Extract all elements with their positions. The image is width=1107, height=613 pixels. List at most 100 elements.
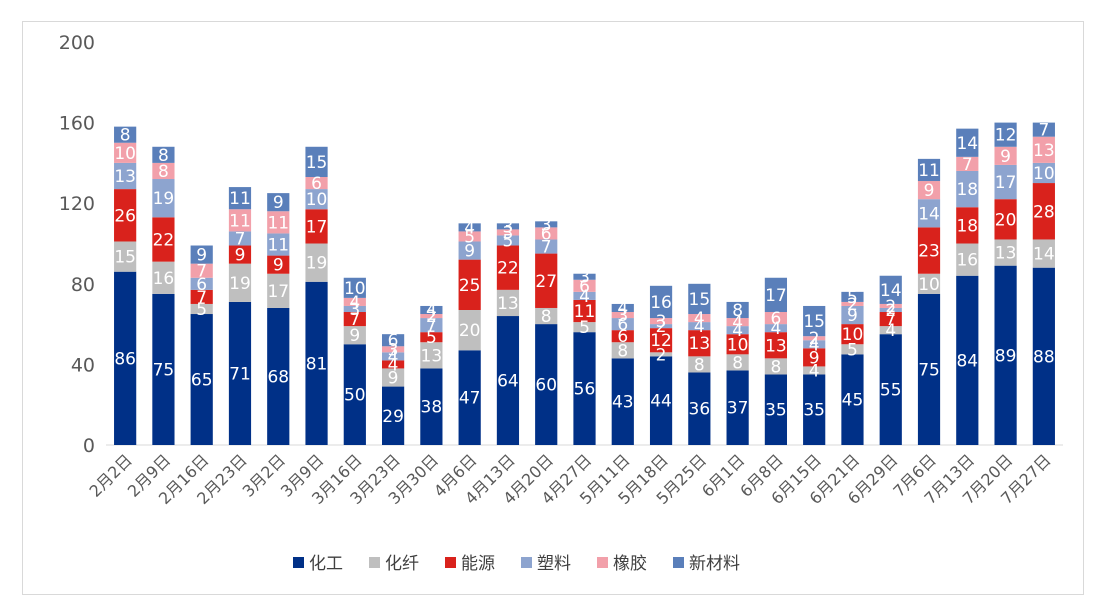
data-label: 9 bbox=[1000, 147, 1011, 167]
data-label: 7 bbox=[885, 310, 896, 330]
data-label: 60 bbox=[535, 376, 557, 396]
bar-segment bbox=[956, 207, 979, 244]
data-label: 2 bbox=[885, 301, 896, 321]
data-label: 44 bbox=[650, 392, 672, 412]
y-tick-label: 80 bbox=[71, 274, 95, 296]
bar-segment bbox=[190, 289, 213, 304]
data-label: 9 bbox=[273, 256, 284, 276]
bar-segment bbox=[649, 328, 673, 353]
bar-segment bbox=[1032, 267, 1055, 445]
data-label: 9 bbox=[388, 368, 399, 388]
bar-segment bbox=[917, 273, 941, 294]
data-label: 81 bbox=[306, 354, 328, 374]
bar-segment bbox=[114, 271, 137, 445]
data-label: 11 bbox=[918, 161, 940, 181]
data-label: 29 bbox=[382, 407, 404, 427]
data-label: 3 bbox=[579, 268, 590, 288]
data-label: 11 bbox=[229, 189, 251, 209]
bar-segment bbox=[726, 354, 749, 371]
data-label: 50 bbox=[344, 386, 366, 406]
data-label: 2 bbox=[426, 307, 437, 327]
bar-segment bbox=[496, 223, 520, 230]
data-label: 19 bbox=[153, 189, 175, 209]
legend-label: 橡胶 bbox=[613, 554, 647, 574]
bar-segment bbox=[267, 233, 290, 256]
bar-segment bbox=[114, 162, 137, 190]
bar-segment bbox=[764, 358, 788, 375]
data-label: 17 bbox=[765, 286, 787, 306]
bar-segment bbox=[764, 324, 788, 333]
data-label: 37 bbox=[727, 399, 749, 419]
bar-segment bbox=[496, 245, 520, 290]
bar-segment bbox=[305, 243, 328, 282]
data-label: 4 bbox=[694, 317, 705, 337]
bar-segment bbox=[496, 235, 520, 246]
data-label: 13 bbox=[421, 346, 443, 366]
bar-segment bbox=[496, 316, 520, 445]
data-label: 18 bbox=[956, 216, 978, 236]
bar-segment bbox=[535, 227, 558, 240]
bar-segment bbox=[190, 314, 213, 445]
data-label: 4 bbox=[388, 355, 399, 375]
legend-swatch bbox=[673, 557, 684, 568]
data-label: 5 bbox=[196, 300, 207, 320]
data-label: 6 bbox=[770, 309, 781, 329]
bar-segment bbox=[994, 239, 1017, 266]
bar-segment bbox=[535, 253, 558, 308]
bar-segment bbox=[152, 261, 175, 294]
data-label: 45 bbox=[842, 391, 864, 411]
data-label: 22 bbox=[497, 259, 519, 279]
bar-segment bbox=[649, 318, 673, 325]
data-label: 6 bbox=[196, 275, 207, 295]
data-label: 8 bbox=[158, 146, 169, 166]
data-label: 3 bbox=[541, 215, 552, 235]
data-label: 17 bbox=[267, 282, 289, 302]
bar-segment bbox=[305, 209, 328, 244]
bar-segment bbox=[152, 179, 175, 218]
bar-segment bbox=[305, 189, 328, 210]
data-label: 8 bbox=[158, 162, 169, 182]
data-label: 9 bbox=[273, 193, 284, 213]
bar-segment bbox=[343, 305, 366, 313]
bar-segment bbox=[917, 293, 941, 445]
data-label: 8 bbox=[732, 353, 743, 373]
bar-segment bbox=[420, 314, 443, 319]
bar-segment bbox=[190, 245, 213, 264]
bar-segment bbox=[228, 209, 252, 232]
chart-frame: 0 40 80 120 160 200 86 15 26 13 10 8 75 16 22 19 8 8 65 5 7… bbox=[22, 21, 1084, 595]
bar-segment bbox=[726, 318, 749, 327]
data-label: 3 bbox=[388, 340, 399, 360]
bar-segment bbox=[114, 126, 137, 143]
data-label: 8 bbox=[617, 341, 628, 361]
data-label: 17 bbox=[995, 173, 1017, 193]
bar-segment bbox=[879, 303, 902, 308]
data-label: 3 bbox=[503, 217, 514, 237]
data-label: 13 bbox=[689, 334, 711, 354]
data-label: 43 bbox=[612, 393, 634, 413]
data-label: 4 bbox=[732, 321, 743, 341]
bars-group bbox=[114, 122, 1055, 445]
bar-segment bbox=[611, 330, 634, 343]
bar-segment bbox=[917, 181, 941, 200]
bar-segment bbox=[114, 241, 137, 272]
bar-segment bbox=[458, 259, 481, 310]
data-label: 11 bbox=[574, 302, 596, 322]
legend-swatch bbox=[597, 557, 608, 568]
bar-segment bbox=[956, 275, 979, 445]
bar-segment bbox=[535, 221, 558, 228]
data-label: 56 bbox=[574, 380, 596, 400]
data-label: 4 bbox=[579, 287, 590, 307]
bar-segment bbox=[152, 217, 175, 262]
bar-segment bbox=[152, 162, 175, 180]
bar-segment bbox=[535, 307, 558, 325]
bar-segment bbox=[688, 322, 711, 331]
data-label: 5 bbox=[579, 318, 590, 338]
bar-segment bbox=[420, 318, 443, 333]
data-label: 4 bbox=[809, 361, 820, 381]
data-label: 18 bbox=[956, 180, 978, 200]
data-label: 6 bbox=[311, 174, 322, 194]
bar-segment bbox=[458, 231, 481, 242]
data-label: 4 bbox=[426, 301, 437, 321]
data-label: 10 bbox=[344, 279, 366, 299]
bar-segment bbox=[879, 312, 902, 327]
